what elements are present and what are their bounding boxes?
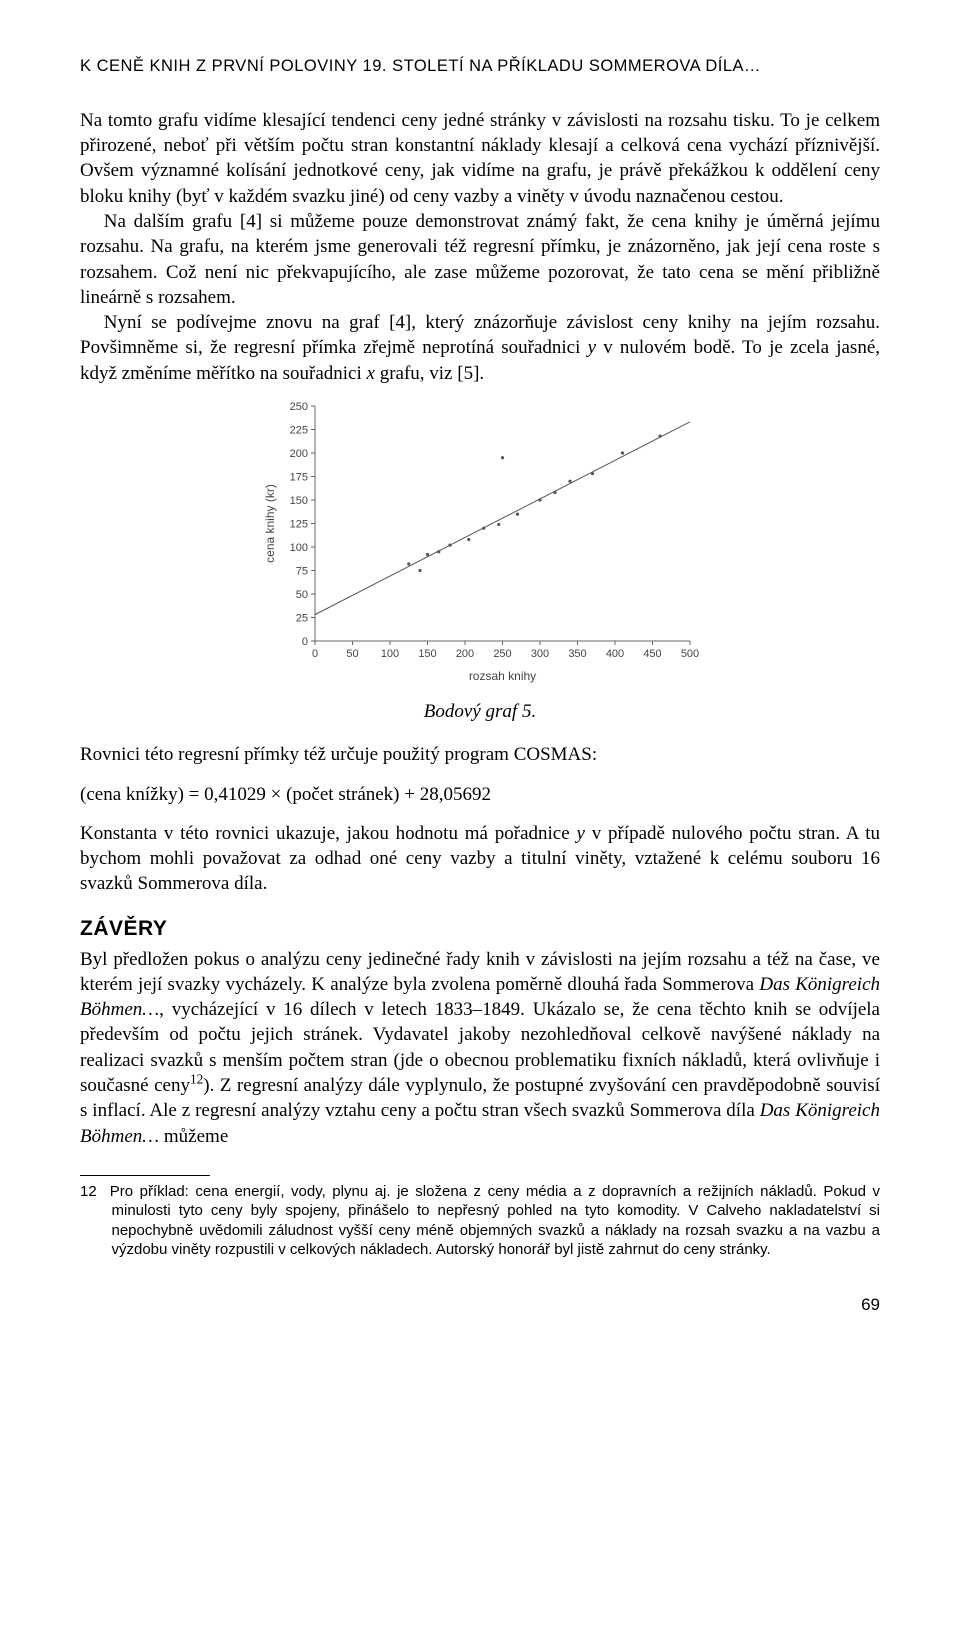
p3-part-c: grafu, viz [5]. — [375, 363, 484, 384]
svg-text:0: 0 — [302, 636, 308, 648]
chart-caption: Bodový graf 5. — [80, 699, 880, 724]
svg-text:250: 250 — [493, 648, 511, 660]
svg-text:150: 150 — [418, 648, 436, 660]
paragraph-1: Na tomto grafu vidíme klesající tendenci… — [80, 108, 880, 209]
paragraph-3: Nyní se podívejme znovu na graf [4], kte… — [80, 310, 880, 386]
svg-text:250: 250 — [290, 401, 308, 413]
svg-text:150: 150 — [290, 495, 308, 507]
svg-text:75: 75 — [296, 565, 308, 577]
svg-text:350: 350 — [568, 648, 586, 660]
svg-text:100: 100 — [290, 542, 308, 554]
svg-text:450: 450 — [643, 648, 661, 660]
paragraph-5: Konstanta v této rovnici ukazuje, jakou … — [80, 821, 880, 897]
footnote-rule — [80, 1175, 210, 1176]
footnote-text: Pro příklad: cena energií, vody, plynu a… — [110, 1183, 880, 1259]
p5-part-a: Konstanta v této rovnici ukazuje, jakou … — [80, 823, 576, 844]
footnote-ref-12: 12 — [190, 1072, 203, 1087]
paragraph-4: Rovnici této regresní přímky též určuje … — [80, 742, 880, 767]
svg-text:500: 500 — [681, 648, 699, 660]
page-number: 69 — [80, 1294, 880, 1317]
svg-text:225: 225 — [290, 424, 308, 436]
svg-text:rozsah knihy: rozsah knihy — [469, 669, 536, 683]
svg-text:200: 200 — [456, 648, 474, 660]
chart-container: 0 50 100 150 200 250 300 350 400 450 500 0 25 50 75 100… — [80, 396, 880, 693]
svg-text:50: 50 — [346, 648, 358, 660]
zav-d: můžeme — [159, 1126, 228, 1147]
svg-text:0: 0 — [312, 648, 318, 660]
footnote-number: 12 — [80, 1183, 97, 1200]
footnote-12: 12 Pro příklad: cena energií, vody, plyn… — [80, 1182, 880, 1260]
paragraph-2: Na dalším grafu [4] si můžeme pouze demo… — [80, 209, 880, 310]
p3-x: x — [367, 363, 375, 384]
svg-text:25: 25 — [296, 612, 308, 624]
svg-text:50: 50 — [296, 589, 308, 601]
svg-text:200: 200 — [290, 448, 308, 460]
svg-text:175: 175 — [290, 471, 308, 483]
svg-text:100: 100 — [381, 648, 399, 660]
scatter-chart: 0 50 100 150 200 250 300 350 400 450 500 0 25 50 75 100… — [260, 396, 700, 686]
svg-text:300: 300 — [531, 648, 549, 660]
section-heading-zavery: ZÁVĚRY — [80, 915, 880, 943]
p3-y: y — [588, 337, 596, 358]
svg-text:cena knihy (kr): cena knihy (kr) — [263, 484, 277, 563]
equation: (cena knížky) = 0,41029 × (počet stránek… — [80, 782, 880, 807]
running-header: K CENĚ KNIH Z PRVNÍ POLOVINY 19. STOLETÍ… — [80, 56, 880, 78]
p5-y: y — [576, 823, 584, 844]
svg-text:125: 125 — [290, 518, 308, 530]
svg-text:400: 400 — [606, 648, 624, 660]
paragraph-zavery: Byl předložen pokus o analýzu ceny jedin… — [80, 947, 880, 1149]
